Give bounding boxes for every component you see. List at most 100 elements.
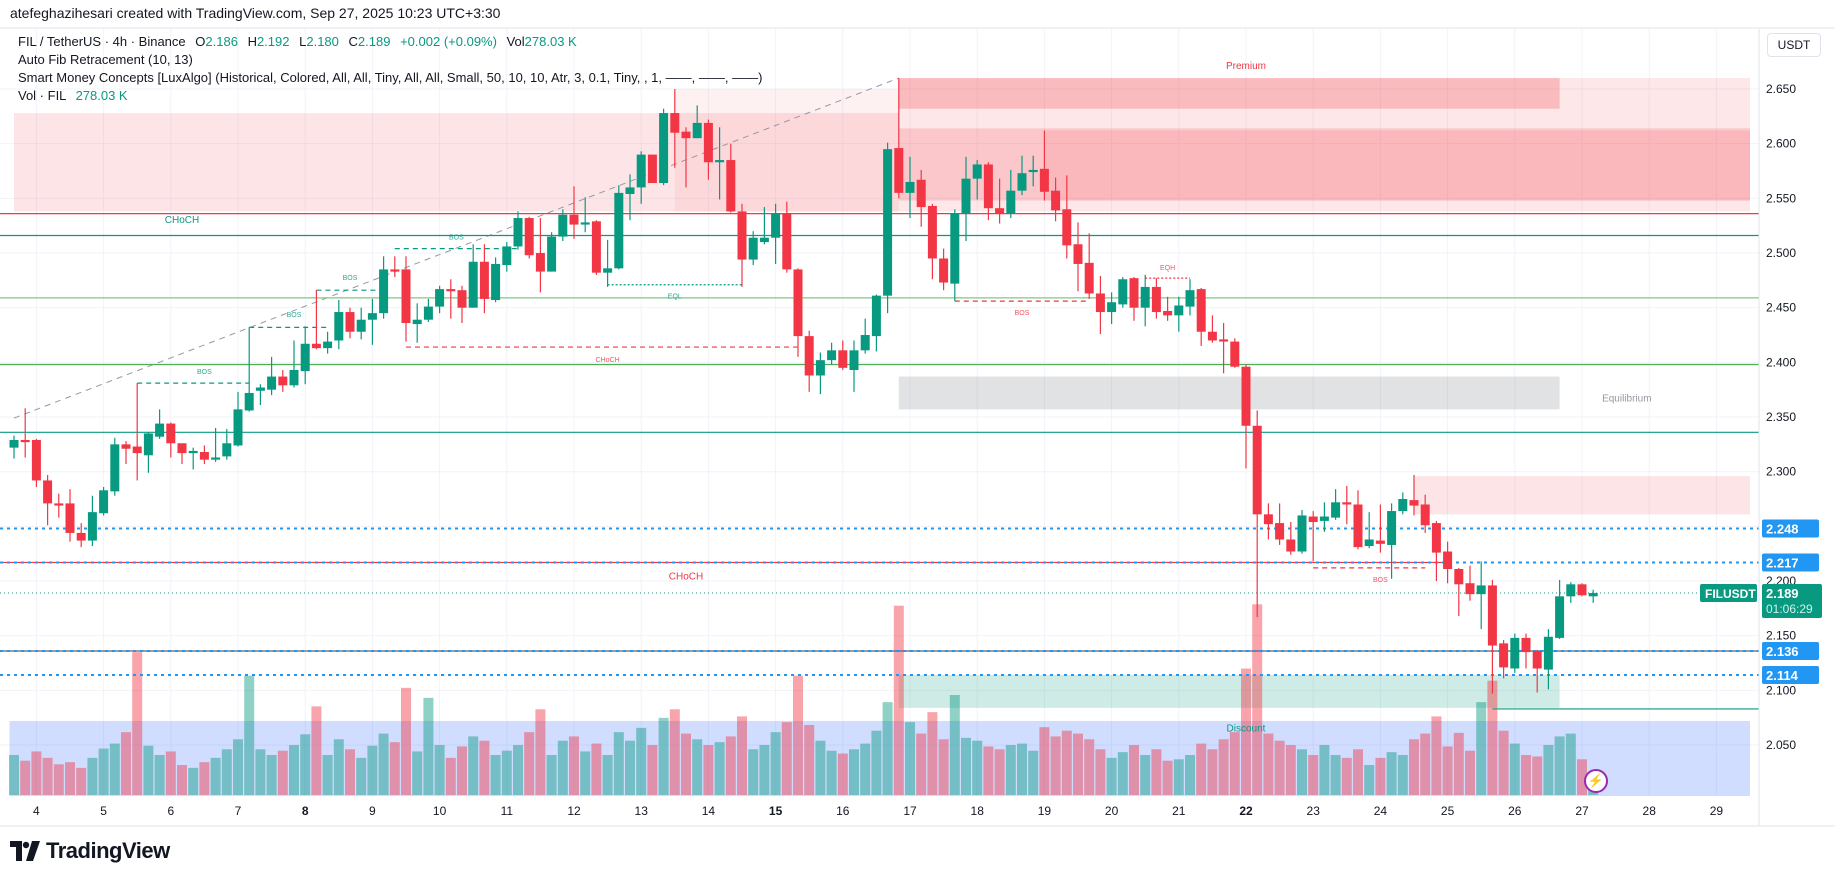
candle[interactable] [43,474,53,526]
candle[interactable] [457,285,467,323]
candle[interactable] [76,523,86,548]
candle[interactable] [1252,410,1262,618]
candle[interactable] [513,211,523,250]
candle[interactable] [547,232,557,272]
volume-indicator-legend[interactable]: Vol · FIL 278.03 K [18,88,128,103]
candle[interactable] [132,383,142,481]
candle[interactable] [1263,503,1273,540]
candle[interactable] [1353,490,1363,550]
candle[interactable] [9,435,19,459]
candle[interactable] [423,298,433,322]
candle[interactable] [1275,503,1285,545]
candle[interactable] [1308,511,1318,562]
candle[interactable] [1084,233,1094,299]
candle[interactable] [1476,561,1486,630]
candle[interactable] [703,119,713,180]
symbol-legend[interactable]: FIL / TetherUS · 4h · Binance O2.186 H2.… [18,34,577,49]
candle[interactable] [1387,503,1397,579]
candle[interactable] [871,294,881,352]
candle[interactable] [670,89,680,168]
candle[interactable] [468,244,478,308]
candle[interactable] [289,340,299,388]
candle[interactable] [1588,589,1598,603]
candle[interactable] [804,330,814,392]
candle[interactable] [927,203,937,280]
candle[interactable] [558,209,568,241]
candle[interactable] [1073,222,1083,292]
lightning-icon[interactable]: ⚡ [1584,769,1608,793]
candle[interactable] [1409,474,1419,516]
candle[interactable] [367,298,377,345]
candle[interactable] [31,438,41,487]
candle[interactable] [20,408,30,458]
candle[interactable] [771,203,781,264]
candle[interactable] [569,186,579,239]
candle[interactable] [535,218,545,293]
candle[interactable] [1140,274,1150,327]
candle[interactable] [356,307,366,340]
candle[interactable] [1129,277,1139,321]
candle[interactable] [211,427,221,462]
candle[interactable] [1051,177,1061,222]
candle[interactable] [1297,509,1307,554]
candle[interactable] [603,239,613,287]
candle[interactable] [636,151,646,204]
candle[interactable] [1196,287,1206,346]
candle[interactable] [1510,633,1520,673]
candle[interactable] [647,154,657,184]
candle[interactable] [1107,292,1117,325]
candle[interactable] [1174,296,1184,332]
candle[interactable] [883,142,893,314]
candle[interactable] [715,127,725,200]
candle[interactable] [1095,275,1105,334]
candle[interactable] [1062,175,1072,259]
candle[interactable] [726,143,736,213]
candle[interactable] [737,203,747,287]
candle[interactable] [815,352,825,395]
candle[interactable] [983,162,993,221]
candle[interactable] [1566,582,1576,603]
candle[interactable] [1286,521,1296,555]
candle[interactable] [435,285,445,314]
candle[interactable] [1375,504,1385,553]
plot-area[interactable]: BOS BOS BOS BOS CHoCH EQL BOS EQH BOS CHoCH CHoCH P… [0,29,1759,796]
time-axis[interactable]: 4 5 6 7 8 9 10 11 12 13 14 15 16 17 18 19 20 21 22 23 24 25 26… [0,804,1835,827]
candle[interactable] [1185,279,1195,316]
candle[interactable] [199,445,209,465]
candle[interactable] [390,256,400,278]
candle[interactable] [177,443,187,465]
candle[interactable] [446,279,456,319]
candle[interactable] [491,257,501,303]
candle[interactable] [1431,520,1441,582]
candle[interactable] [166,422,176,458]
candle[interactable] [1028,155,1038,187]
candle[interactable] [502,242,512,272]
candle[interactable] [99,486,109,516]
candle[interactable] [278,370,288,392]
candle[interactable] [827,342,837,365]
candle[interactable] [894,78,904,199]
candle[interactable] [1521,633,1531,669]
candle[interactable] [188,447,198,470]
candle[interactable] [345,307,355,339]
candle[interactable] [782,201,792,273]
candle[interactable] [1230,338,1240,368]
candle[interactable] [1364,512,1374,549]
candle[interactable] [1577,583,1587,597]
candle[interactable] [379,256,389,319]
candle[interactable] [793,268,803,357]
candle[interactable] [1039,130,1049,201]
candle[interactable] [939,248,949,291]
candle[interactable] [591,220,601,275]
candle[interactable] [412,303,422,343]
candle[interactable] [311,290,321,350]
currency-button[interactable]: USDT [1767,33,1821,57]
candle[interactable] [1487,579,1497,694]
candle[interactable] [1319,502,1329,532]
candle[interactable] [860,318,870,354]
candle[interactable] [759,207,769,245]
candle[interactable] [1532,649,1542,693]
candle[interactable] [1420,494,1430,533]
candle[interactable] [1465,565,1475,601]
